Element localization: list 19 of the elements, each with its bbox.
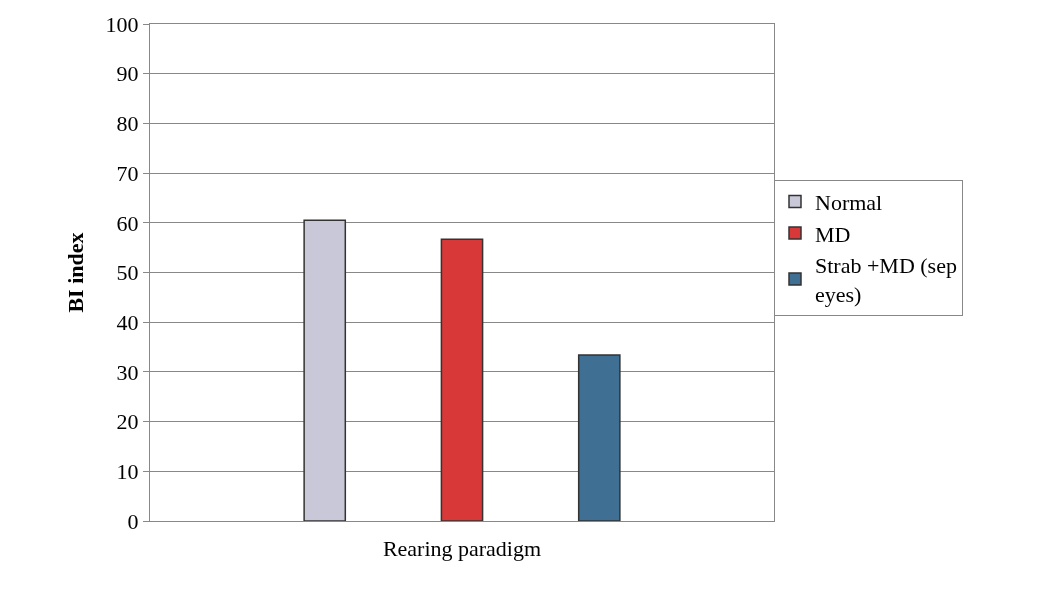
y-tick-label: 20 [116,409,139,435]
legend-label: Normal [815,190,883,216]
y-tick-label: 10 [116,459,139,484]
x-axis-title: Rearing paradigm [382,536,542,562]
y-tick-label: 60 [116,210,139,236]
y-tick-label: 80 [116,111,139,137]
bar [577,354,621,521]
y-tick-label: 0 [127,508,139,534]
legend-label: MD [815,221,851,247]
legend-label: Strab +MD (sep eyes) [815,253,957,307]
bar [440,238,484,521]
y-axis-title: BI index [63,232,89,313]
y-tick-label: 70 [116,160,139,186]
bar [303,219,347,521]
y-tick-label: 40 [116,309,139,335]
y-tick-label: 30 [116,359,139,385]
y-tick-label: 50 [116,260,139,286]
y-tick-label: 100 [105,11,139,37]
y-tick-label: 90 [116,61,139,87]
